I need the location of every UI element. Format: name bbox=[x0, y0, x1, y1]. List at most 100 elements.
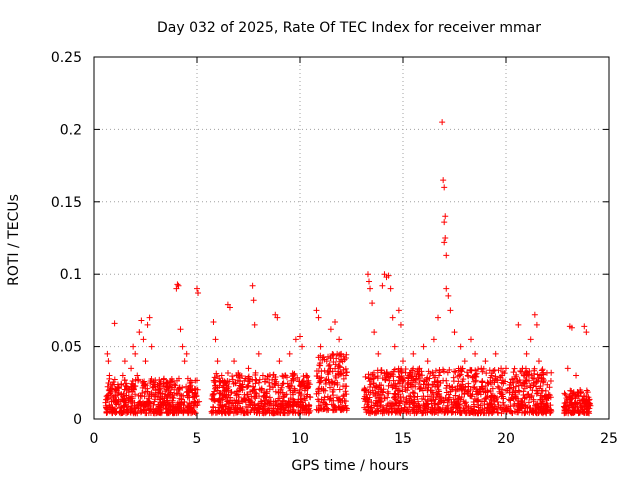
data-point bbox=[362, 373, 369, 380]
data-point bbox=[255, 402, 262, 409]
data-point bbox=[498, 393, 505, 400]
data-point bbox=[364, 395, 371, 402]
data-point bbox=[361, 385, 368, 392]
data-point bbox=[284, 380, 291, 387]
data-point bbox=[367, 381, 374, 388]
data-point bbox=[548, 369, 555, 376]
data-point bbox=[335, 362, 342, 369]
data-point bbox=[518, 368, 525, 375]
data-point bbox=[448, 399, 455, 406]
data-point bbox=[137, 392, 144, 399]
data-point bbox=[483, 370, 490, 377]
data-point bbox=[258, 385, 265, 392]
data-point bbox=[121, 358, 128, 365]
data-point bbox=[370, 402, 377, 409]
data-point bbox=[273, 400, 280, 407]
y-tick-label: 0.25 bbox=[51, 50, 82, 66]
data-point bbox=[403, 408, 410, 415]
data-point bbox=[530, 398, 537, 405]
data-point bbox=[159, 399, 166, 406]
data-point bbox=[585, 399, 592, 406]
data-point bbox=[290, 377, 297, 384]
data-point bbox=[317, 405, 324, 412]
data-point bbox=[294, 399, 301, 406]
data-point bbox=[442, 213, 449, 220]
data-point bbox=[138, 393, 145, 400]
data-point bbox=[472, 377, 479, 384]
data-point bbox=[586, 402, 593, 409]
data-point bbox=[523, 350, 530, 357]
data-point bbox=[164, 380, 171, 387]
data-point bbox=[337, 405, 344, 412]
data-point bbox=[343, 404, 350, 411]
data-point bbox=[459, 378, 466, 385]
data-point bbox=[187, 383, 194, 390]
data-point bbox=[129, 395, 136, 402]
data-point bbox=[534, 390, 541, 397]
data-point bbox=[147, 406, 154, 413]
data-point bbox=[163, 379, 170, 386]
data-point bbox=[462, 403, 469, 410]
data-point bbox=[246, 401, 253, 408]
data-point bbox=[409, 399, 416, 406]
data-point bbox=[151, 409, 158, 416]
data-point bbox=[500, 380, 507, 387]
data-point bbox=[488, 392, 495, 399]
data-point bbox=[447, 307, 454, 314]
data-point bbox=[583, 403, 590, 410]
data-point bbox=[210, 318, 217, 325]
data-point bbox=[138, 317, 145, 324]
data-point bbox=[389, 384, 396, 391]
data-point bbox=[444, 397, 451, 404]
data-point bbox=[416, 365, 423, 372]
data-point bbox=[452, 387, 459, 394]
data-point bbox=[582, 397, 589, 404]
data-point bbox=[299, 381, 306, 388]
data-point bbox=[219, 402, 226, 409]
data-point bbox=[210, 391, 217, 398]
data-point bbox=[145, 409, 152, 416]
data-point bbox=[177, 326, 184, 333]
data-point bbox=[322, 387, 329, 394]
data-point bbox=[196, 398, 203, 405]
data-point bbox=[505, 396, 512, 403]
data-point bbox=[330, 351, 337, 358]
data-point bbox=[425, 368, 432, 375]
data-point bbox=[127, 398, 134, 405]
data-point bbox=[467, 393, 474, 400]
data-point bbox=[297, 333, 303, 340]
data-point bbox=[337, 371, 344, 378]
data-point bbox=[388, 409, 395, 416]
data-point bbox=[361, 395, 368, 402]
data-point bbox=[532, 403, 539, 410]
data-point bbox=[409, 389, 416, 396]
data-point bbox=[243, 409, 250, 416]
y-axis-label: ROTI / TECUs bbox=[6, 194, 22, 286]
data-point bbox=[432, 374, 439, 381]
data-point bbox=[464, 389, 471, 396]
data-point bbox=[540, 396, 547, 403]
data-point bbox=[537, 396, 544, 403]
data-point bbox=[229, 376, 236, 383]
data-point bbox=[385, 382, 392, 389]
data-point bbox=[519, 365, 526, 372]
data-point bbox=[142, 358, 149, 365]
chart-title: Day 032 of 2025, Rate Of TEC Index for r… bbox=[157, 20, 541, 36]
data-point bbox=[522, 377, 529, 384]
data-point bbox=[215, 398, 222, 405]
data-point bbox=[104, 409, 111, 416]
data-point bbox=[577, 387, 584, 394]
data-point bbox=[322, 381, 329, 388]
data-point bbox=[313, 373, 320, 380]
data-point bbox=[375, 408, 382, 415]
data-point bbox=[396, 374, 403, 381]
data-point bbox=[482, 389, 489, 396]
data-point bbox=[144, 321, 151, 328]
data-point bbox=[233, 392, 240, 399]
data-point bbox=[366, 278, 373, 285]
data-point bbox=[296, 389, 303, 396]
data-point bbox=[487, 401, 494, 408]
data-point bbox=[570, 389, 577, 396]
data-point bbox=[260, 406, 267, 413]
data-point bbox=[140, 380, 147, 387]
